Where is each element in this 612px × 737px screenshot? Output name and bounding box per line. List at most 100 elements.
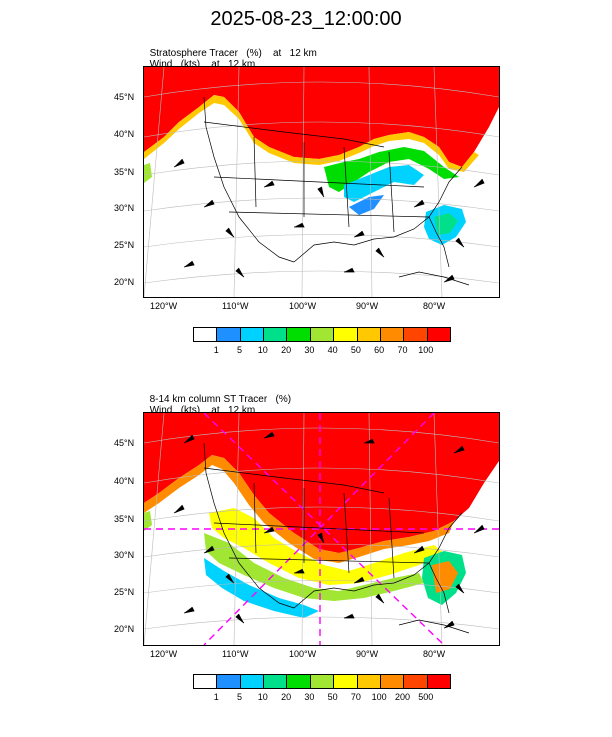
panel1-lat-label: 25°N: [114, 240, 135, 250]
panel2-colorbar-swatch: [287, 675, 311, 688]
panel2-wind-title: Wind (kts) at 12 km: [144, 394, 256, 416]
panel2-colorbar-label: 1: [213, 692, 219, 702]
panel1-lat-label: 40°N: [114, 129, 135, 139]
panel1-colorbar-labels: 1 5 10 20 30 40 50 60 70 100: [193, 345, 451, 357]
panel1-lon-label: 100°W: [289, 301, 317, 311]
panel1-lat-label: 20°N: [114, 277, 135, 287]
panel1-colorbar-label: 30: [304, 345, 315, 355]
panel1-title: Stratosphere Tracer (%) at 12 km: [144, 37, 317, 59]
panel2-colorbar-label: 50: [327, 692, 338, 702]
panel2-title: 8-14 km column ST Tracer (%): [144, 383, 292, 405]
panel2-graticule: [144, 413, 499, 645]
main-title: 2025-08-23_12:00:00: [210, 8, 402, 30]
panel1-colorbar-label: 5: [237, 345, 243, 355]
panel1-lat-label: 45°N: [114, 92, 135, 102]
panel2-wind-barbs: [173, 431, 485, 629]
panel2-colorbar-label: 70: [350, 692, 361, 702]
panel2-colorbar-label: 10: [257, 692, 268, 702]
panel1-lon-label: 90°W: [356, 301, 379, 311]
panel1-wind-level: at: [211, 59, 220, 70]
panel1-colorbar-swatch: [287, 328, 311, 341]
panel2-lon-label: 80°W: [423, 649, 446, 659]
panel2-colorbar-label: 5: [237, 692, 243, 702]
panel1-colorbar-label: 50: [350, 345, 361, 355]
panel2-lat-label: 25°N: [114, 587, 135, 597]
panel1-colorbar-label: 1: [213, 345, 219, 355]
panel1-lon-label: 110°W: [222, 301, 249, 311]
panel2-florida-inner: [432, 561, 458, 593]
panel2-lat-label: 20°N: [114, 624, 135, 634]
panel1-wind-barbs: [173, 158, 485, 283]
panel2-lat-label: 35°N: [114, 514, 135, 524]
panel1-lat-label: 30°N: [114, 203, 135, 213]
panel2-west-patch: [144, 511, 152, 531]
panel1-blue-patch: [349, 195, 384, 215]
panel2-colorbar-swatch: [194, 675, 218, 688]
panel1-west-patch: [144, 163, 152, 183]
panel2-wind-label: Wind: [149, 405, 173, 416]
panel1-colorbar-label: 100: [418, 345, 434, 355]
panel2-wind-level: at: [211, 405, 220, 416]
panel2-cross-sections: [144, 413, 499, 645]
panel2-yellow-band: [209, 508, 444, 585]
panel2-var-label: 8-14 km column ST Tracer: [149, 394, 268, 405]
panel1-cyan-patch: [344, 165, 424, 202]
panel2-colorbar-swatch: [380, 675, 405, 688]
panel1-colorbar-swatch: [264, 328, 288, 341]
panel2-green-band: [204, 533, 424, 601]
panel2-red-region: [144, 413, 499, 553]
panel2-wind-level-value: 12 km: [227, 405, 256, 416]
panel2-colorbar-swatch: [240, 675, 265, 688]
panel2-colorbar-swatch: [334, 675, 358, 688]
panel1-wind-level-value: 12 km: [227, 59, 256, 70]
panel2-cyan-band: [204, 558, 319, 618]
panel2-colorbar: [193, 674, 451, 689]
panel2-lat-label: 45°N: [114, 438, 135, 448]
panel1-lon-label: 120°W: [150, 301, 178, 311]
panel1-level-value: 12 km: [289, 48, 317, 59]
panel2-colorbar-swatch: [404, 675, 428, 688]
panel2-colorbar-label: 200: [394, 692, 410, 702]
panel2-colorbar-label: 30: [304, 692, 315, 702]
panel2-lon-label: 100°W: [289, 649, 317, 659]
panel1-colorbar-label: 20: [281, 345, 292, 355]
panel1-colorbar-swatch: [194, 328, 218, 341]
panel1-colorbar-swatch: [334, 328, 358, 341]
panel1-wind-title: Wind (kts) at 12 km: [144, 48, 256, 70]
panel1-colorbar-swatch: [427, 328, 450, 341]
panel2-lon-label: 120°W: [150, 649, 178, 659]
panel1-colorbar-swatch: [217, 328, 241, 341]
panel1-map: [143, 66, 500, 298]
panel1-lon-label: 80°W: [423, 301, 446, 311]
panel1-red-region: [144, 67, 499, 167]
panel2-map-svg: [144, 413, 499, 645]
panel1-colorbar-label: 40: [327, 345, 338, 355]
panel2-orange-band: [144, 455, 454, 563]
panel1-colorbar-swatch: [404, 328, 428, 341]
panel1-borders: [203, 96, 470, 286]
panel1-colorbar-swatch: [357, 328, 381, 341]
panel1-var-label: Stratosphere Tracer: [149, 48, 238, 59]
panel2-lat-label: 30°N: [114, 550, 135, 560]
panel2-lat-label: 40°N: [114, 476, 135, 486]
panel2-colorbar-swatch: [427, 675, 450, 688]
panel1-level: at: [272, 48, 282, 59]
panel1-colorbar-swatch: [240, 328, 265, 341]
panel2-lon-label: 110°W: [222, 649, 249, 659]
panel2-map: [143, 412, 500, 646]
panel1-colorbar-label: 10: [257, 345, 268, 355]
panel1-lat-label: 35°N: [114, 167, 135, 177]
panel2-borders: [203, 442, 470, 634]
panel1-green-band: [324, 147, 459, 192]
panel1-orange-band: [144, 95, 479, 172]
panel1-colorbar-swatch: [310, 328, 335, 341]
panel2-colorbar-labels: 1 5 10 20 30 50 70 100 200 500: [193, 692, 451, 704]
panel1-colorbar: [193, 327, 451, 342]
panel2-colorbar-swatch: [217, 675, 241, 688]
panel1-map-svg: [144, 67, 499, 297]
panel2-var-unit: (%): [275, 394, 292, 405]
panel1-wind-label: Wind: [149, 59, 173, 70]
panel2-wind-unit: (kts): [180, 405, 201, 416]
panel1-florida-inner: [434, 213, 458, 235]
panel2-lon-label: 90°W: [356, 649, 379, 659]
